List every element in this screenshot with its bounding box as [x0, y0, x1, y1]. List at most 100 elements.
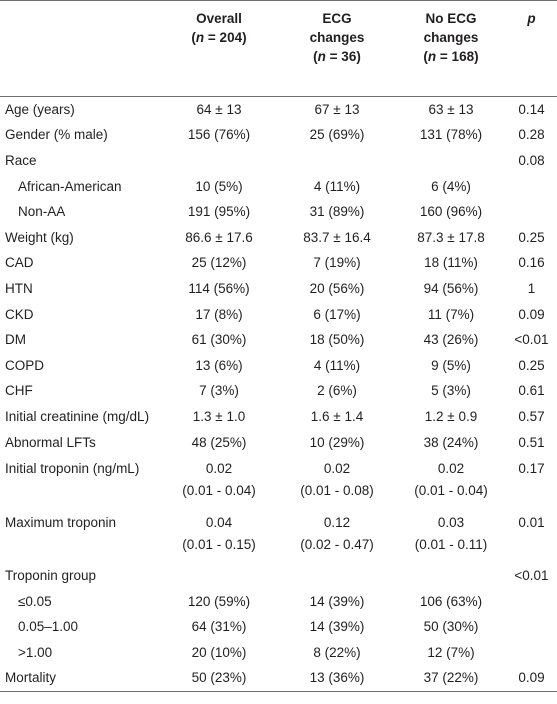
p-value: 0.17 — [518, 461, 545, 477]
row-label: Troponin group — [5, 568, 97, 584]
table-row: 0.05–1.00 64 (31%) 14 (39%) 50 (30%) — [0, 615, 557, 641]
table-row: Maximum troponin 0.04 (0.01 - 0.15) 0.12 (0.… — [0, 509, 557, 563]
cell-value: 0.02 (0.01 - 0.04) — [396, 455, 506, 509]
table-row: Initial troponin (ng/mL) 0.02 (0.01 - 0.04… — [0, 455, 557, 509]
row-label: Initial troponin (ng/mL) — [5, 461, 140, 477]
cell-value: 50 (30%) — [423, 619, 479, 635]
cell-value: 6 (17%) — [313, 306, 361, 322]
cell-value: 1.2 ± 0.9 — [424, 408, 478, 424]
row-label: ≤0.05 — [18, 593, 52, 609]
cell-value: 18 (11%) — [424, 255, 478, 271]
cell-value: 37 (22%) — [423, 670, 479, 686]
n-suffix: = 36) — [325, 49, 361, 64]
cell-value — [160, 148, 278, 174]
cell-line: (0.01 - 0.04) — [414, 483, 488, 499]
table-row: CAD 25 (12%) 7 (19%) 18 (11%) 0.16 — [0, 251, 557, 277]
row-label: Weight (kg) — [5, 229, 74, 245]
header-cell: No ECG changes (n = 168) — [396, 0, 506, 97]
p-value: 0.01 — [518, 515, 545, 531]
p-value — [506, 174, 557, 200]
table-row: Non-AA 191 (95%) 31 (89%) 160 (96%) — [0, 199, 557, 225]
cell-value: 6 (4%) — [431, 178, 471, 194]
p-value: 0.09 — [518, 306, 545, 322]
n-symbol: n — [317, 49, 326, 64]
table-row: COPD 13 (6%) 4 (11%) 9 (5%) 0.25 — [0, 353, 557, 379]
row-label: Mortality — [5, 670, 57, 686]
p-value: 1 — [527, 280, 536, 296]
cell-value: 48 (25%) — [191, 434, 247, 450]
header-cell: p — [506, 0, 557, 97]
row-label: DM — [5, 332, 26, 348]
p-value: 0.25 — [518, 229, 545, 245]
row-label: Age (years) — [5, 101, 75, 117]
table-row: Age (years) 64 ± 13 67 ± 13 63 ± 13 0.14 — [0, 97, 557, 123]
header-title: ECG — [322, 11, 352, 26]
row-label: CHF — [5, 383, 33, 399]
cell-value: 17 (8%) — [195, 306, 243, 322]
cell-line: 0.02 — [437, 461, 465, 477]
p-value: 0.61 — [518, 383, 545, 399]
table-row: Troponin group <0.01 — [0, 563, 557, 589]
cell-value: 2 (6%) — [317, 383, 357, 399]
row-label: CAD — [5, 255, 34, 271]
table-row: Mortality 50 (23%) 13 (36%) 37 (22%) 0.09 — [0, 666, 557, 692]
cell-value: 156 (76%) — [187, 127, 251, 143]
n-symbol: n — [427, 49, 437, 64]
header-cell: ECG changes (n = 36) — [278, 0, 396, 97]
cell-value: 131 (78%) — [419, 127, 483, 143]
row-label: African-American — [18, 178, 122, 194]
cell-value: 43 (26%) — [423, 332, 479, 348]
cell-value: 20 (10%) — [191, 644, 247, 660]
cell-value: 10 (29%) — [309, 434, 365, 450]
cell-value: 25 (69%) — [309, 127, 365, 143]
cell-value: 63 ± 13 — [428, 101, 474, 117]
cell-line: 0.03 — [437, 515, 465, 531]
p-value: 0.28 — [518, 127, 545, 143]
n-symbol: n — [195, 30, 205, 45]
cell-value: 106 (63%) — [419, 593, 483, 609]
cell-value — [278, 563, 396, 589]
table-header: Overall (n = 204) ECG changes (n = 36) No ECG… — [0, 0, 557, 97]
row-label: Maximum troponin — [5, 515, 117, 531]
cell-line: (0.02 - 0.47) — [300, 537, 374, 553]
cell-value: 114 (56%) — [188, 280, 250, 296]
table-row: Weight (kg) 86.6 ± 17.6 83.7 ± 16.4 87.3 ± … — [0, 225, 557, 251]
table-row: CKD 17 (8%) 6 (17%) 11 (7%) 0.09 — [0, 302, 557, 328]
row-label: Initial creatinine (mg/dL) — [5, 408, 150, 424]
p-value — [506, 615, 557, 641]
p-value: 0.16 — [518, 255, 545, 271]
p-value: 0.57 — [518, 408, 545, 424]
n-prefix: ( — [191, 30, 196, 45]
cell-value: 64 (31%) — [191, 619, 247, 635]
cell-value: 61 (30%) — [191, 332, 247, 348]
n-prefix: ( — [313, 49, 318, 64]
cell-line: 0.02 — [323, 461, 351, 477]
header-n: (n = 168) — [397, 47, 505, 66]
table-row: Gender (% male) 156 (76%) 25 (69%) 131 (78%… — [0, 123, 557, 149]
table-row: DM 61 (30%) 18 (50%) 43 (26%) <0.01 — [0, 327, 557, 353]
cell-value: 13 (36%) — [309, 670, 365, 686]
cell-value: 7 (19%) — [313, 255, 361, 271]
cell-value: 0.04 (0.01 - 0.15) — [160, 509, 278, 563]
cell-value — [278, 148, 396, 174]
cell-value: 160 (96%) — [419, 204, 483, 220]
p-value — [506, 589, 557, 615]
p-value: 0.14 — [518, 101, 545, 117]
table-row: Abnormal LFTs 48 (25%) 10 (29%) 38 (24%) 0.5… — [0, 430, 557, 456]
cell-value: 18 (50%) — [309, 332, 365, 348]
p-value: 0.25 — [518, 357, 545, 373]
table-row: CHF 7 (3%) 2 (6%) 5 (3%) 0.61 — [0, 379, 557, 405]
n-suffix: = 204) — [204, 30, 247, 45]
cell-line: 0.04 — [205, 515, 233, 531]
cell-value: 86.6 ± 17.6 — [185, 229, 253, 245]
p-value — [506, 640, 557, 666]
header-cell — [0, 0, 160, 97]
p-value: <0.01 — [514, 332, 549, 348]
header-n: (n = 36) — [279, 47, 395, 66]
header-title: Overall — [196, 11, 242, 26]
cell-value: 0.12 (0.02 - 0.47) — [278, 509, 396, 563]
cell-value: 5 (3%) — [431, 383, 471, 399]
cell-value — [396, 148, 506, 174]
